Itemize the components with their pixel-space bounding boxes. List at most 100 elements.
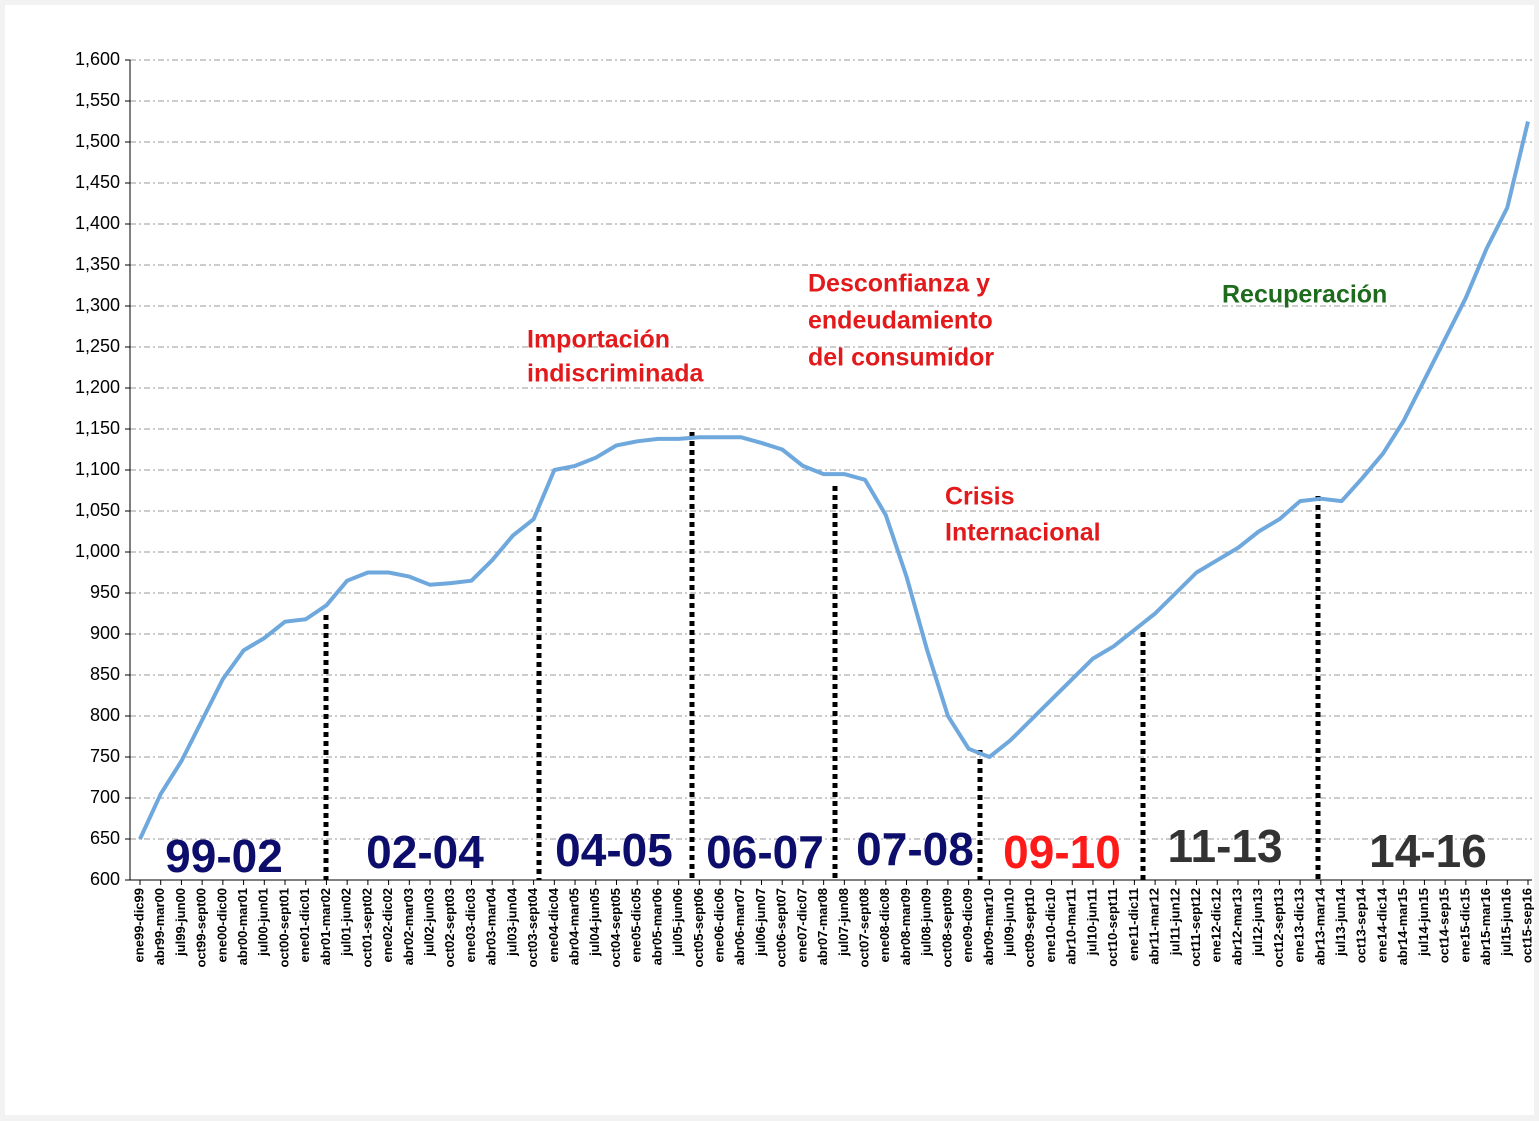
x-tick-label: ene08-dic08 [877,888,892,962]
period-label: 09-10 [1003,826,1121,878]
x-tick-label: abr12-mar13 [1229,888,1244,965]
x-tick-label: oct10-sept11 [1105,888,1120,967]
x-tick-label: jul15-jun16 [1499,888,1514,957]
annotation: endeudamiento [808,307,993,335]
x-tick-label: abr13-mar14 [1312,887,1327,965]
y-tick-label: 1,550 [75,90,120,110]
annotation: Desconfianza y [808,270,990,298]
x-tick-label: abr14-mar15 [1395,888,1410,965]
x-tick-label: jul05-jun06 [670,888,685,957]
x-tick-label: jul02-jun03 [421,888,436,957]
x-tick-label: oct04-sept05 [608,888,623,967]
x-tick-label: oct03-sept04 [525,887,540,967]
x-tick-label: abr09-mar10 [981,888,996,965]
x-tick-label: jul99-jun00 [173,888,188,957]
x-tick-label: jul06-jun07 [753,888,768,957]
annotation: indiscriminada [527,360,705,388]
x-tick-label: ene99-dic99 [131,888,146,962]
y-tick-label: 1,000 [75,541,120,561]
x-tick-label: abr01-mar02 [318,888,333,965]
x-tick-label: ene13-dic13 [1292,888,1307,962]
y-tick-label: 700 [90,787,120,807]
x-tick-label: jul10-jun11 [1084,888,1099,956]
x-tick-label: oct05-sept06 [691,888,706,967]
x-tick-label: ene14-dic14 [1374,887,1389,962]
x-tick-label: abr00-mar01 [235,888,250,965]
y-tick-label: 1,600 [75,49,120,69]
x-tick-label: ene04-dic04 [546,887,561,962]
annotation: Internacional [945,519,1101,547]
x-tick-label: oct01-sept02 [359,888,374,967]
line-series [138,121,1530,840]
period-label: 02-04 [366,826,484,878]
chart-background [5,5,1534,1115]
y-tick-label: 1,450 [75,172,120,192]
x-tick-label: ene03-dic03 [463,888,478,962]
x-tick-label: jul08-jun09 [919,888,934,957]
x-tick-label: oct11-sept12 [1188,888,1203,967]
period-label: 11-13 [1167,820,1282,872]
y-tick-label: 1,500 [75,131,120,151]
y-tick-label: 850 [90,664,120,684]
x-tick-label: ene01-dic01 [297,888,312,962]
y-tick-label: 1,100 [75,459,120,479]
y-tick-label: 750 [90,746,120,766]
annotation: Crisis [945,483,1014,511]
x-tick-label: ene07-dic07 [794,888,809,962]
y-tick-label: 1,150 [75,418,120,438]
x-tick-label: ene05-dic05 [629,888,644,962]
period-label: 04-05 [555,824,673,876]
y-tick-label: 950 [90,582,120,602]
x-tick-label: ene12-dic12 [1209,888,1224,962]
x-tick-label: abr07-mar08 [815,888,830,965]
x-tick-label: ene11-dic11 [1126,888,1141,961]
x-tick-label: jul09-jun10 [1002,888,1017,957]
x-tick-label: oct14-sep15 [1437,888,1452,963]
y-tick-label: 1,050 [75,500,120,520]
x-tick-label: oct02-sept03 [442,888,457,967]
x-tick-label: abr03-mar04 [484,887,499,965]
x-tick-label: oct08-sept09 [939,888,954,967]
period-label: 06-07 [706,826,824,878]
x-tick-label: jul00-jun01 [256,888,271,957]
x-tick-label: abr10-mar11 [1064,888,1079,965]
x-tick-label: ene10-dic10 [1043,888,1058,962]
y-tick-label: 1,300 [75,295,120,315]
period-label: 14-16 [1369,825,1487,877]
x-tick-label: oct12-sept13 [1271,888,1286,967]
x-tick-label: abr04-mar05 [566,888,581,965]
y-tick-label: 1,350 [75,254,120,274]
period-dividers [323,432,1321,880]
annotation: del consumidor [808,344,994,372]
x-tick-label: oct09-sept10 [1022,888,1037,967]
x-tick-label: abr06-mar07 [732,888,747,965]
x-tick-label: jul07-jun08 [836,888,851,957]
y-tick-label: 650 [90,828,120,848]
y-tick-label: 900 [90,623,120,643]
x-tick-label: jul14-jun15 [1416,888,1431,957]
annotation: Importación [527,326,670,354]
y-tick-label: 1,250 [75,336,120,356]
annotation: Recuperación [1222,281,1387,309]
x-tick-label: jul12-jun13 [1250,888,1265,957]
x-tick-label: oct07-sept08 [857,888,872,967]
x-tick-label: jul03-jun04 [504,887,519,957]
x-tick-label: oct13-sep14 [1354,887,1369,963]
x-tick-label: ene09-dic09 [960,888,975,962]
x-tick-label: oct99-sept00 [194,888,209,967]
x-tick-label: abr11-mar12 [1147,888,1162,965]
x-tick-label: abr99-mar00 [152,888,167,965]
x-tick-label: oct06-sept07 [774,888,789,967]
x-tick-label: ene02-dic02 [380,888,395,962]
x-tick-label: abr05-mar06 [649,888,664,965]
x-tick-label: oct15-sep16 [1519,888,1534,963]
x-tick-label: jul01-jun02 [339,888,354,957]
y-tick-label: 600 [90,869,120,889]
x-tick-label: abr08-mar09 [898,888,913,965]
x-tick-label: ene06-dic06 [711,888,726,962]
y-tick-label: 1,200 [75,377,120,397]
x-tick-label: ene15-dic15 [1457,888,1472,962]
x-tick-label: oct00-sept01 [276,888,291,967]
x-tick-label: abr15-mar16 [1478,888,1493,965]
